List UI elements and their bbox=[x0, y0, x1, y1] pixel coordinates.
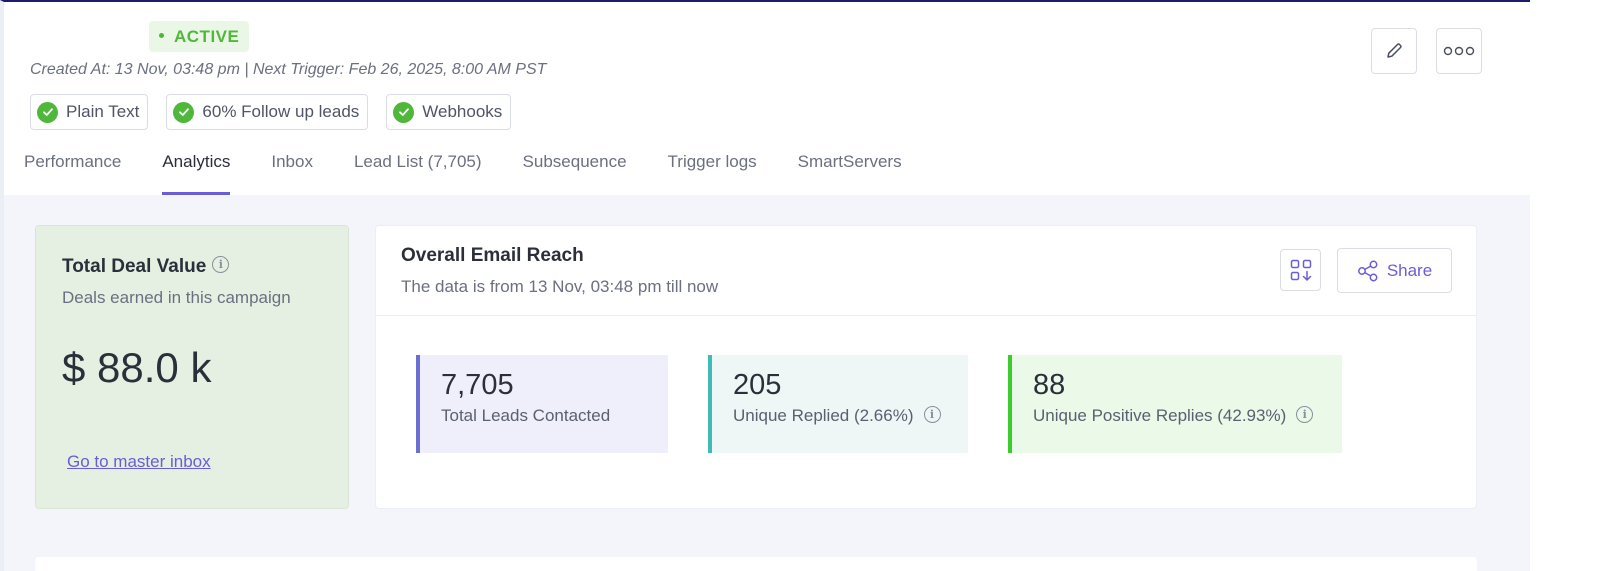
info-icon[interactable]: i bbox=[923, 406, 941, 424]
status-dot bbox=[159, 33, 164, 39]
status-badge: ACTIVE bbox=[149, 21, 250, 52]
campaign-meta: Created At: 13 Nov, 03:48 pm | Next Trig… bbox=[30, 61, 547, 78]
divider bbox=[376, 315, 1476, 316]
more-options-button[interactable] bbox=[1436, 28, 1482, 74]
campaign-tabs: Performance Analytics Inbox Lead List (7… bbox=[24, 150, 943, 195]
edit-icon bbox=[1387, 43, 1402, 58]
chip-follow-up: 60% Follow up leads bbox=[166, 94, 369, 130]
status-label: ACTIVE bbox=[174, 27, 240, 46]
more-icon bbox=[1443, 46, 1475, 56]
settings-chips: Plain Text 60% Follow up leads Webhooks bbox=[30, 94, 512, 130]
reach-subtitle: The data is from 13 Nov, 03:48 pm till n… bbox=[401, 277, 719, 296]
share-icon bbox=[1357, 260, 1378, 281]
edit-button[interactable] bbox=[1371, 28, 1417, 74]
next-section-card bbox=[35, 557, 1477, 571]
email-reach-card: Overall Email Reach The data is from 13 … bbox=[375, 225, 1477, 509]
share-button[interactable]: Share bbox=[1337, 248, 1452, 293]
stat-label: Unique Positive Replies (42.93%) i bbox=[1033, 406, 1342, 426]
check-icon bbox=[37, 101, 58, 123]
tab-subsequence[interactable]: Subsequence bbox=[522, 152, 627, 171]
deal-value: $ 88.0 k bbox=[62, 344, 212, 391]
stat-label-text: Unique Replied (2.66%) bbox=[733, 406, 914, 425]
stat-label-text: Unique Positive Replies (42.93%) bbox=[1033, 406, 1287, 425]
stat-total-leads: 7,705 Total Leads Contacted bbox=[416, 355, 668, 453]
tab-smartservers[interactable]: SmartServers bbox=[797, 152, 902, 171]
check-icon bbox=[173, 101, 195, 123]
deal-title-text: Total Deal Value bbox=[62, 256, 207, 277]
stat-unique-replied: 205 Unique Replied (2.66%) i bbox=[708, 355, 968, 453]
stat-positive-replies: 88 Unique Positive Replies (42.93%) i bbox=[1008, 355, 1342, 453]
campaign-page: ACTIVE Created At: 13 Nov, 03:48 pm | Ne… bbox=[0, 0, 1530, 571]
stat-value: 88 bbox=[1033, 369, 1066, 401]
chip-webhooks: Webhooks bbox=[386, 94, 512, 130]
deal-title: Total Deal Value i bbox=[62, 256, 230, 278]
info-icon[interactable]: i bbox=[212, 256, 230, 274]
tab-performance[interactable]: Performance bbox=[24, 152, 122, 171]
chip-label: Plain Text bbox=[66, 102, 140, 121]
chip-label: 60% Follow up leads bbox=[202, 102, 360, 121]
check-icon bbox=[393, 101, 415, 123]
stat-value: 205 bbox=[733, 369, 782, 401]
qr-button[interactable] bbox=[1280, 249, 1321, 291]
deal-value-card: Total Deal Value i Deals earned in this c… bbox=[35, 225, 349, 509]
master-inbox-link[interactable]: Go to master inbox bbox=[67, 452, 211, 471]
stat-label: Total Leads Contacted bbox=[441, 406, 611, 425]
info-icon[interactable]: i bbox=[1296, 406, 1314, 424]
tab-trigger-logs[interactable]: Trigger logs bbox=[667, 152, 757, 171]
stat-label: Unique Replied (2.66%) i bbox=[733, 406, 968, 426]
qr-icon bbox=[1290, 259, 1311, 281]
reach-title: Overall Email Reach bbox=[401, 245, 584, 266]
tab-lead-list[interactable]: Lead List (7,705) bbox=[353, 152, 482, 171]
chip-plain-text: Plain Text bbox=[30, 94, 149, 130]
analytics-content: Total Deal Value i Deals earned in this c… bbox=[4, 195, 1530, 571]
tab-analytics[interactable]: Analytics bbox=[162, 150, 231, 195]
tab-inbox[interactable]: Inbox bbox=[271, 152, 313, 171]
deal-subtitle: Deals earned in this campaign bbox=[62, 288, 291, 307]
share-label: Share bbox=[1386, 260, 1433, 280]
stat-value: 7,705 bbox=[441, 369, 514, 401]
chip-label: Webhooks bbox=[422, 102, 503, 121]
